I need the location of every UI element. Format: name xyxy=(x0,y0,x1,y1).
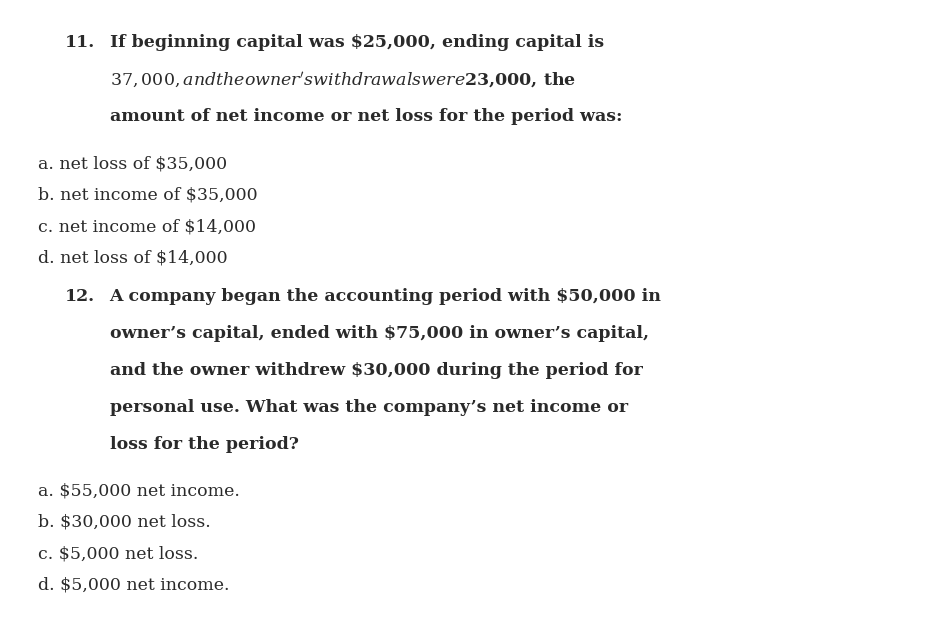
Text: amount of net income or net loss for the period was:: amount of net income or net loss for the… xyxy=(109,108,622,125)
Text: If beginning capital was $25,000, ending capital is: If beginning capital was $25,000, ending… xyxy=(109,34,603,51)
Text: c. $5,000 net loss.: c. $5,000 net loss. xyxy=(38,545,198,563)
Text: $37,000, and the owner's withdrawals were $23,000, the: $37,000, and the owner's withdrawals wer… xyxy=(109,71,575,91)
Text: d. $5,000 net income.: d. $5,000 net income. xyxy=(38,577,229,594)
Text: d. net loss of $14,000: d. net loss of $14,000 xyxy=(38,250,228,267)
Text: loss for the period?: loss for the period? xyxy=(109,436,298,453)
Text: owner’s capital, ended with $75,000 in owner’s capital,: owner’s capital, ended with $75,000 in o… xyxy=(109,325,648,342)
Text: c. net income of $14,000: c. net income of $14,000 xyxy=(38,218,256,236)
Text: and the owner withdrew $30,000 during the period for: and the owner withdrew $30,000 during th… xyxy=(109,362,642,379)
Text: b. $30,000 net loss.: b. $30,000 net loss. xyxy=(38,514,210,531)
Text: A company began the accounting period with $50,000 in: A company began the accounting period wi… xyxy=(109,288,661,305)
Text: a. net loss of $35,000: a. net loss of $35,000 xyxy=(38,155,227,173)
Text: personal use. What was the company’s net income or: personal use. What was the company’s net… xyxy=(109,399,627,416)
Text: b. net income of $35,000: b. net income of $35,000 xyxy=(38,187,257,204)
Text: 11.: 11. xyxy=(65,34,95,51)
Text: a. $55,000 net income.: a. $55,000 net income. xyxy=(38,482,240,500)
Text: 12.: 12. xyxy=(65,288,95,305)
